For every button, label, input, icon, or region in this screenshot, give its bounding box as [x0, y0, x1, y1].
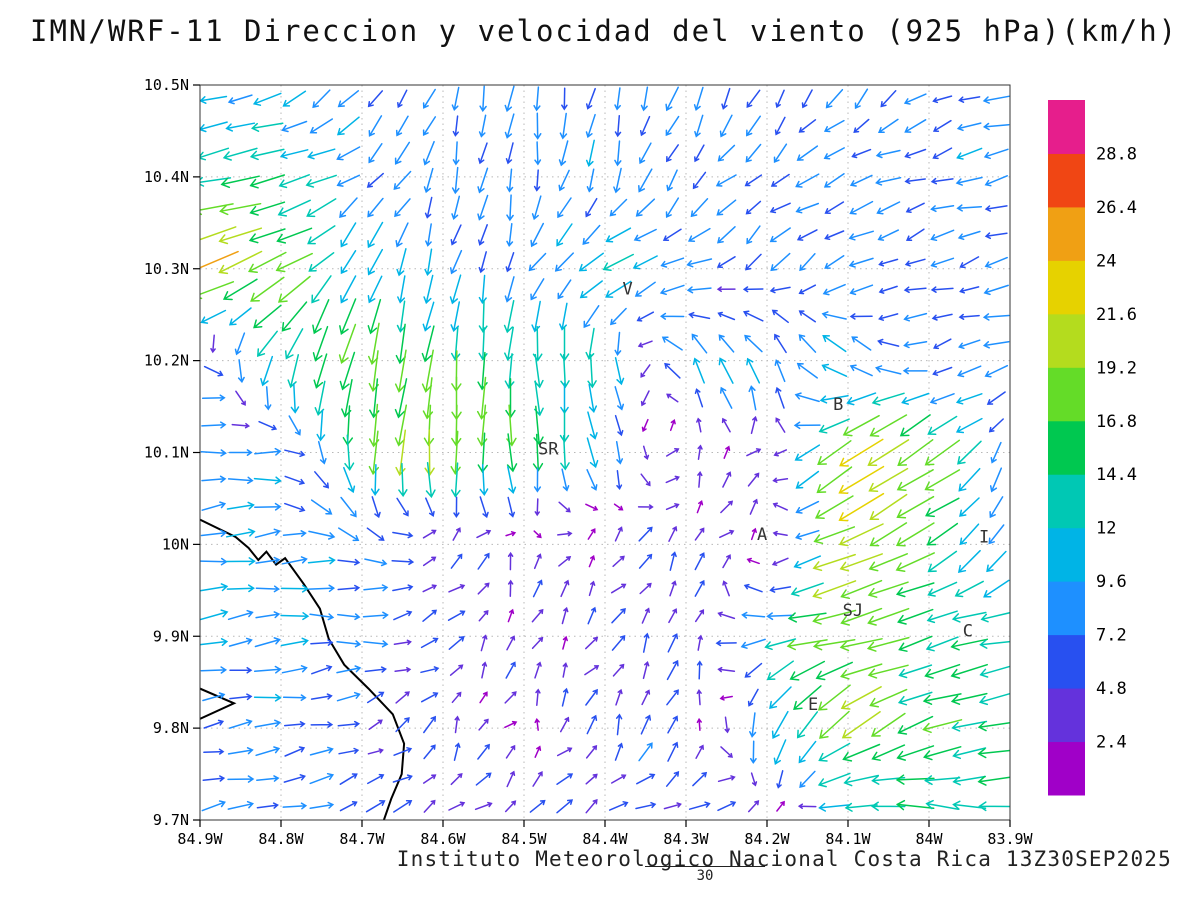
colorbar-label: 7.2 [1096, 626, 1127, 646]
station-label: C [963, 621, 973, 641]
x-tick-label: 84.1W [825, 830, 871, 848]
colorbar-segment [1048, 581, 1085, 636]
station-label: E [808, 695, 818, 715]
colorbar-segment [1048, 688, 1085, 743]
station-label: B [833, 395, 843, 415]
y-tick-label: 10.4N [144, 168, 189, 186]
colorbar-segment [1048, 634, 1085, 689]
colorbar-segment [1048, 367, 1085, 422]
y-tick-label: 9.9N [153, 627, 189, 645]
colorbar-segment [1048, 206, 1085, 261]
x-tick-label: 84.5W [501, 830, 547, 848]
colorbar [1048, 100, 1085, 796]
x-tick-label: 84.4W [582, 830, 628, 848]
x-tick-label: 84.9W [177, 830, 223, 848]
station-label: A [757, 525, 767, 545]
x-tick-label: 84.7W [339, 830, 385, 848]
colorbar-segment [1048, 527, 1085, 582]
y-tick-label: 9.7N [153, 811, 189, 829]
station-label: SJ [843, 601, 863, 621]
colorbar-label: 2.4 [1096, 733, 1127, 753]
colorbar-label: 28.8 [1096, 145, 1137, 165]
station-label: I [979, 528, 989, 548]
colorbar-label: 21.6 [1096, 305, 1137, 325]
y-tick-label: 10.1N [144, 444, 189, 462]
axis-labels: 10.5N 10.4N 10.3N 10.2N 10.1N 10N 9.9N 9.8N 9.7N… [144, 76, 1034, 848]
page-marker: 30 [645, 866, 765, 884]
x-tick-label: 84W [915, 830, 943, 848]
colorbar-segment [1048, 100, 1085, 154]
colorbar-label: 4.8 [1096, 679, 1127, 699]
colorbar-segment [1048, 313, 1085, 368]
colorbar-labels: 2.4 4.8 7.2 9.6 12 14.4 16.8 19.2 21.6 24 26.4 28.8 [1096, 145, 1137, 753]
wind-vectors [200, 85, 1010, 814]
colorbar-segment [1048, 260, 1085, 315]
station-labels: V B SR A SJ C E I [538, 279, 989, 714]
y-tick-label: 10.5N [144, 76, 189, 94]
colorbar-segment [1048, 741, 1085, 796]
y-tick-label: 10.3N [144, 260, 189, 278]
colorbar-label: 16.8 [1096, 412, 1137, 432]
y-tick-label: 9.8N [153, 719, 189, 737]
colorbar-segment [1048, 420, 1085, 475]
colorbar-segment [1048, 474, 1085, 529]
x-tick-label: 84.2W [744, 830, 790, 848]
colorbar-label: 12 [1096, 519, 1116, 539]
x-tick-label: 84.3W [663, 830, 709, 848]
colorbar-label: 24 [1096, 251, 1116, 271]
colorbar-label: 26.4 [1096, 198, 1137, 218]
axis-ticks [193, 84, 1011, 827]
colorbar-label: 19.2 [1096, 358, 1137, 378]
chart-title: IMN/WRF-11 Direccion y velocidad del vie… [30, 14, 1179, 48]
colorbar-label: 9.6 [1096, 572, 1127, 592]
station-label: SR [538, 439, 559, 459]
station-label: V [623, 279, 633, 299]
footer-credit: Instituto Meteorologico Nacional Costa R… [396, 847, 1172, 871]
x-tick-label: 84.8W [258, 830, 304, 848]
y-tick-label: 10.2N [144, 352, 189, 370]
coastline [200, 518, 406, 820]
colorbar-segment [1048, 153, 1085, 208]
y-tick-label: 10N [162, 535, 189, 553]
x-tick-label: 84.6W [420, 830, 466, 848]
colorbar-label: 14.4 [1096, 465, 1137, 485]
x-tick-label: 83.9W [987, 830, 1033, 848]
